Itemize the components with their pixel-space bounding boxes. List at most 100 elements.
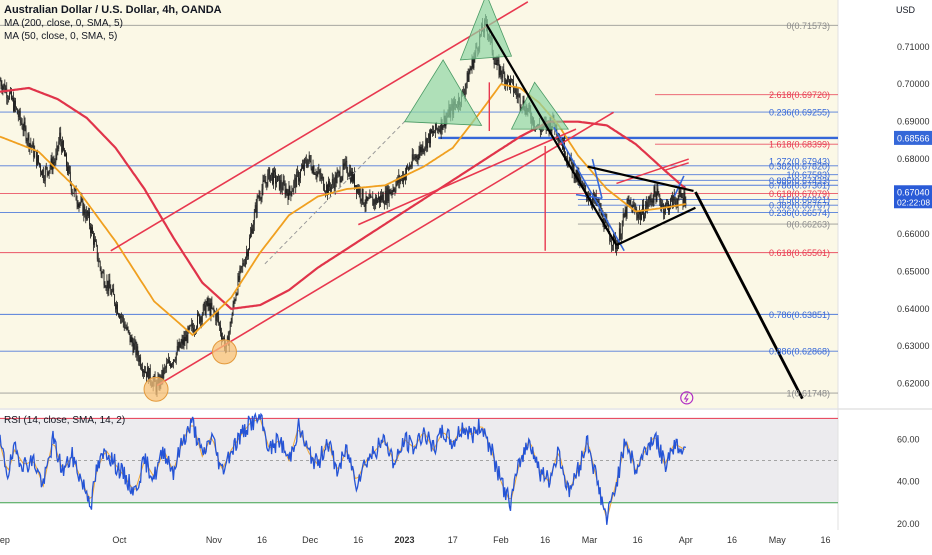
candle-body (197, 314, 198, 328)
candle-body (262, 189, 263, 198)
candle-body (124, 322, 125, 328)
time-tick-label: Nov (206, 535, 223, 545)
candle-body (386, 191, 387, 203)
candle-body (242, 263, 243, 267)
candle-body (79, 204, 80, 207)
candle-body (388, 188, 389, 201)
candle-body (508, 76, 509, 79)
candle-body (18, 114, 19, 117)
candle-body (559, 140, 560, 141)
candle-body (427, 138, 428, 148)
candle-body (353, 173, 354, 181)
candle-body (314, 166, 315, 174)
candle-body (279, 176, 280, 190)
candle-body (265, 182, 266, 183)
candle-body (109, 280, 110, 289)
candle-body (676, 201, 677, 205)
candle-body (365, 206, 366, 207)
candle-body (80, 203, 81, 204)
candle-body (653, 200, 654, 202)
time-tick-label: May (769, 535, 787, 545)
candle-body (70, 172, 71, 183)
candle-body (176, 353, 177, 361)
fib-level-label: 2.618(0.69720) (769, 90, 830, 100)
candle-body (340, 172, 341, 182)
candle-body (683, 192, 684, 203)
candle-body (326, 185, 327, 192)
candle-body (506, 80, 507, 85)
candle-body (623, 214, 624, 223)
candle-body (379, 196, 380, 202)
candle-body (95, 239, 96, 241)
price-tick-label: 0.68000 (897, 154, 930, 164)
candle-body (626, 210, 627, 217)
candle-body (293, 182, 294, 190)
candle-body (136, 346, 137, 355)
current-price-text: 0.67040 (897, 187, 930, 197)
candle-body (637, 214, 638, 218)
candle-body (516, 89, 517, 93)
candle-body (106, 287, 107, 288)
pivot-circle (144, 377, 168, 401)
candle-body (239, 269, 240, 281)
price-tick-label: 0.71000 (897, 42, 930, 52)
candle-body (514, 92, 515, 93)
candle-body (415, 158, 416, 159)
candle-body (236, 294, 237, 300)
fib-level-label: 0.886(0.62868) (769, 347, 830, 357)
candle-body (675, 200, 676, 201)
candle-body (165, 368, 166, 369)
candle-body (382, 195, 383, 201)
candle-body (222, 338, 223, 339)
candle-body (191, 324, 192, 326)
candle-body (312, 169, 313, 173)
candle-body (393, 189, 394, 192)
rsi-band (0, 418, 838, 502)
fib-level-label: 1(0.61748) (786, 389, 830, 399)
candle-body (107, 281, 108, 291)
candle-body (502, 69, 503, 78)
candle-body (657, 189, 658, 194)
fib-level-label: 0.618(0.65501) (769, 248, 830, 258)
candle-body (329, 181, 330, 187)
candle-body (37, 155, 38, 165)
candle-body (348, 175, 349, 177)
candle-body (13, 98, 14, 111)
candle-body (170, 363, 171, 367)
candle-body (629, 200, 630, 201)
candle-body (211, 303, 212, 315)
candle-body (36, 151, 37, 165)
candle-body (432, 131, 433, 133)
candle-body (39, 163, 40, 165)
candle-body (269, 169, 270, 181)
candle-body (57, 146, 58, 149)
candle-body (215, 313, 216, 321)
candle-body (334, 183, 335, 189)
candle-body (434, 133, 435, 134)
candle-body (640, 212, 641, 220)
candle-body (470, 70, 471, 73)
candle-body (249, 238, 250, 249)
fib-level-label: 0.236(0.69255) (769, 108, 830, 118)
time-tick-label: 16 (727, 535, 737, 545)
candle-body (679, 191, 680, 199)
price-tick-label: 0.69000 (897, 117, 930, 127)
candle-body (137, 346, 138, 356)
candle-body (40, 165, 41, 171)
candle-body (416, 156, 417, 159)
candle-body (419, 152, 420, 159)
candle-body (580, 178, 581, 181)
candle-body (275, 172, 276, 183)
fib-level-label: 1.618(0.68399) (769, 140, 830, 150)
candle-body (430, 130, 431, 144)
candle-body (126, 327, 127, 329)
candle-body (129, 330, 130, 332)
candle-body (133, 343, 134, 353)
fib-level-label: 0(0.66263) (786, 220, 830, 230)
candle-body (280, 180, 281, 190)
candle-body (45, 168, 46, 181)
candle-body (132, 337, 133, 343)
candle-body (300, 171, 301, 178)
